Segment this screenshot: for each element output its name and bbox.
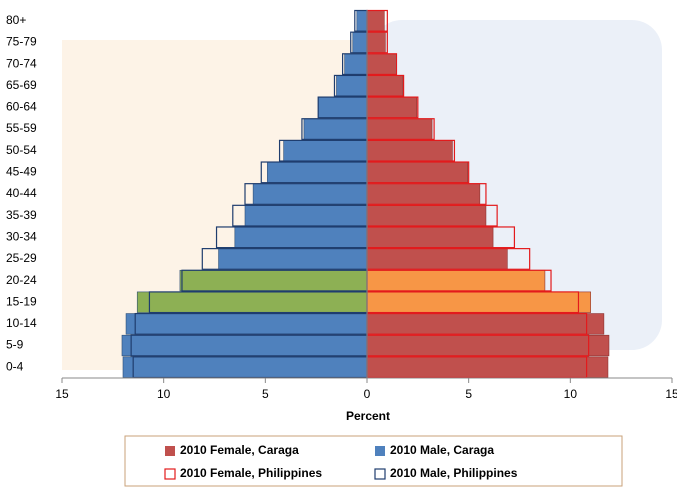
bar: [244, 205, 368, 227]
bar: [366, 161, 468, 183]
bar: [218, 248, 368, 270]
bar: [267, 161, 368, 183]
bar: [366, 183, 481, 205]
y-tick-label: 45-49: [6, 165, 37, 179]
legend-swatch: [375, 446, 385, 456]
x-tick-label: 0: [364, 387, 371, 401]
bar: [366, 356, 609, 378]
bar: [366, 291, 591, 313]
y-tick-label: 80+: [6, 13, 26, 27]
y-tick-label: 15-19: [6, 294, 37, 308]
bar: [366, 31, 386, 54]
bar: [252, 183, 368, 205]
bar: [352, 31, 368, 54]
bar: [283, 140, 368, 162]
bar: [366, 313, 605, 335]
y-tick-label: 35-39: [6, 208, 37, 222]
legend-label: 2010 Male, Philippines: [390, 466, 518, 480]
legend-label: 2010 Female, Philippines: [180, 466, 322, 480]
legend: [124, 435, 623, 487]
x-tick-label: 10: [564, 387, 578, 401]
y-tick-label: 50-54: [6, 143, 37, 157]
y-tick-label: 0-4: [6, 359, 24, 373]
y-tick-label: 40-44: [6, 186, 37, 200]
legend-label: 2010 Female, Caraga: [180, 443, 299, 457]
bar: [121, 334, 368, 357]
y-tick-label: 20-24: [6, 273, 37, 287]
bar: [366, 118, 433, 140]
x-tick-label: 15: [55, 387, 69, 401]
y-tick-label: 75-79: [6, 35, 37, 49]
bar: [136, 291, 368, 313]
bar: [234, 226, 368, 248]
y-tick-label: 60-64: [6, 100, 37, 114]
legend-swatch: [164, 468, 176, 480]
y-tick-label: 30-34: [6, 229, 37, 243]
legend-swatch: [374, 468, 386, 480]
bar: [179, 269, 368, 292]
bar: [366, 96, 418, 119]
bar: [366, 140, 453, 162]
bar: [336, 75, 368, 97]
y-tick-label: 65-69: [6, 78, 37, 92]
legend-label: 2010 Male, Caraga: [390, 443, 494, 457]
y-tick-label: 70-74: [6, 56, 37, 70]
bar: [366, 205, 487, 227]
bar: [366, 226, 494, 248]
y-tick-label: 5-9: [6, 338, 24, 352]
y-tick-label: 55-59: [6, 121, 37, 135]
bar: [366, 248, 508, 270]
bar: [366, 75, 403, 97]
legend-swatch: [165, 446, 175, 456]
x-axis-label: Percent: [346, 409, 390, 423]
bar: [356, 10, 368, 32]
x-tick-label: 5: [465, 387, 472, 401]
y-tick-label: 25-29: [6, 251, 37, 265]
x-tick-label: 10: [157, 387, 171, 401]
bar: [366, 334, 610, 357]
bar: [125, 313, 368, 335]
bar: [344, 53, 368, 75]
bar: [303, 118, 368, 140]
x-tick-label: 5: [262, 387, 269, 401]
bar: [317, 96, 368, 119]
bar: [366, 10, 385, 32]
bar: [366, 269, 546, 292]
bar: [122, 356, 368, 378]
y-tick-label: 10-14: [6, 316, 37, 330]
bar: [366, 53, 396, 75]
x-tick-label: 15: [665, 387, 677, 401]
